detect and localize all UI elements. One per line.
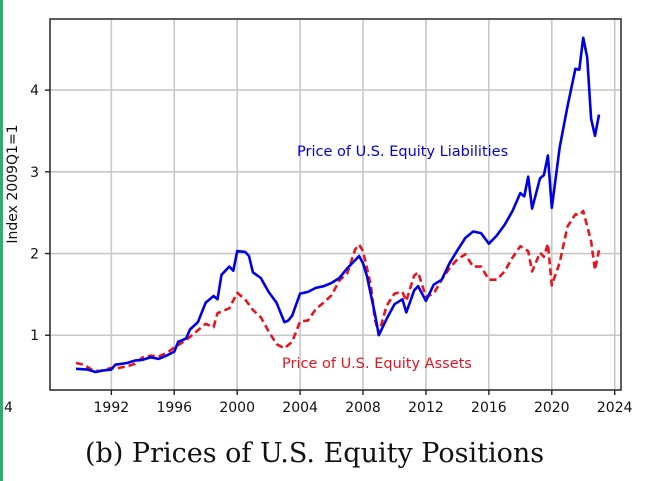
x-tick-label: 1992 — [94, 400, 130, 416]
x-tick-label: 2008 — [345, 400, 381, 416]
x-tick-label: 2020 — [534, 400, 570, 416]
figure-caption: (b) Prices of U.S. Equity Positions — [85, 438, 545, 469]
x-tick-label: 2004 — [282, 400, 318, 416]
annotation-equity-assets: Price of U.S. Equity Assets — [282, 356, 472, 372]
y-tick-label: 4 — [30, 83, 39, 99]
series-line-equity-assets — [75, 209, 601, 373]
series-lines — [75, 36, 601, 374]
left-border-rule — [0, 0, 3, 481]
x-tick-label: 2016 — [471, 400, 507, 416]
axes-frame — [49, 18, 622, 391]
x-tick-label: 2024 — [597, 400, 633, 416]
series-line-equity-liabilities — [75, 36, 601, 374]
y-tick-label: 1 — [30, 328, 39, 344]
x-tick-label: 2012 — [408, 400, 444, 416]
plot-frame — [49, 18, 622, 391]
axis-ticks: 1992 1996 2000 2004 2008 2012 2016 2020 2024 1 2 3 4 — [30, 83, 633, 416]
y-axis-label: Index 2009Q1=1 — [5, 124, 21, 243]
x-tick-label: 1996 — [156, 400, 192, 416]
y-tick-label: 2 — [30, 247, 39, 263]
annotation-equity-liabilities: Price of U.S. Equity Liabilities — [297, 144, 508, 160]
grid — [50, 19, 621, 390]
y-tick-label: 3 — [30, 165, 39, 181]
x-tick-label: 2000 — [219, 400, 255, 416]
stray-tick-label: 4 — [4, 400, 13, 416]
